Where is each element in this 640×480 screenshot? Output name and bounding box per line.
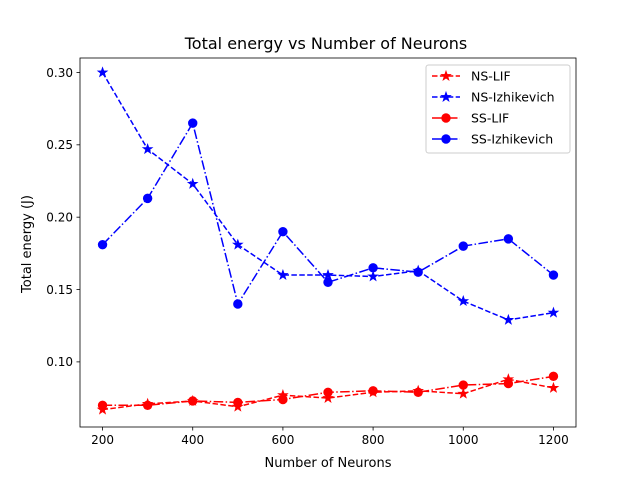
data-point: [323, 277, 333, 287]
legend: NS-LIF NS-Izhikevich SS-LIF SS-Izhikevich: [425, 64, 571, 154]
axes: 200 400 600 800 1000 1200 0.10 0.15 0.20 0.25 0.30: [46, 57, 577, 447]
x-tick-label: 400: [181, 433, 204, 447]
data-point: [188, 118, 198, 128]
data-point: [322, 391, 334, 404]
legend-label: NS-Izhikevich: [471, 90, 555, 105]
x-tick-label: 1000: [448, 433, 479, 447]
series-ss-izhikevich: [97, 118, 559, 309]
x-tick-label: 200: [91, 433, 114, 447]
data-point: [278, 226, 288, 237]
data-point: [548, 270, 559, 280]
data-point: [277, 268, 289, 281]
data-point: [96, 66, 109, 78]
data-point: [278, 394, 288, 405]
data-point: [457, 387, 470, 399]
data-point: [323, 387, 333, 397]
y-tick-label: 0.20: [46, 210, 73, 224]
data-point: [368, 386, 378, 396]
legend-marker: [441, 113, 451, 123]
legend-frame: [425, 64, 571, 154]
legend-label: NS-LIF: [471, 69, 511, 84]
x-tick-label: 600: [271, 433, 294, 447]
data-point: [548, 371, 559, 382]
data-point: [188, 396, 198, 406]
data-point: [141, 143, 154, 155]
data-point: [547, 306, 560, 318]
y-tick-label: 0.25: [46, 138, 73, 152]
data-point: [367, 270, 379, 282]
data-point: [142, 400, 153, 410]
data-point: [457, 295, 470, 307]
plot-area: [96, 66, 560, 415]
y-axis-label: Total energy (J): [20, 195, 35, 294]
chart-title: Total energy vs Number of Neurons: [184, 34, 468, 53]
data-point: [503, 234, 514, 244]
data-point: [97, 400, 108, 410]
y-tick-label: 0.15: [46, 283, 73, 297]
data-point: [322, 268, 334, 281]
legend-label: SS-Izhikevich: [471, 132, 553, 147]
axes-frame: [79, 57, 577, 428]
data-point: [502, 313, 515, 325]
data-point: [186, 177, 199, 189]
series-ns-izhikevich: [96, 66, 560, 325]
legend-label: SS-LIF: [471, 111, 509, 126]
x-tick-label: 800: [362, 433, 385, 447]
series-line: [102, 378, 554, 411]
data-point: [503, 378, 514, 389]
x-tick-label: 1200: [538, 433, 569, 447]
data-point: [233, 397, 243, 408]
legend-marker: [441, 134, 451, 144]
data-point: [547, 381, 560, 393]
data-point: [368, 263, 378, 273]
y-tick-label: 0.10: [46, 355, 73, 369]
legend-marker: [440, 90, 452, 102]
series-ss-lif: [97, 371, 559, 410]
data-point: [413, 387, 423, 397]
data-point: [458, 241, 468, 251]
data-point: [97, 239, 108, 250]
data-point: [232, 238, 244, 250]
data-point: [233, 299, 243, 309]
data-point: [413, 267, 423, 277]
data-point: [458, 380, 468, 390]
y-tick-label: 0.30: [46, 66, 73, 80]
legend-marker: [440, 69, 452, 81]
data-point: [142, 193, 153, 204]
x-axis-label: Number of Neurons: [264, 456, 391, 471]
